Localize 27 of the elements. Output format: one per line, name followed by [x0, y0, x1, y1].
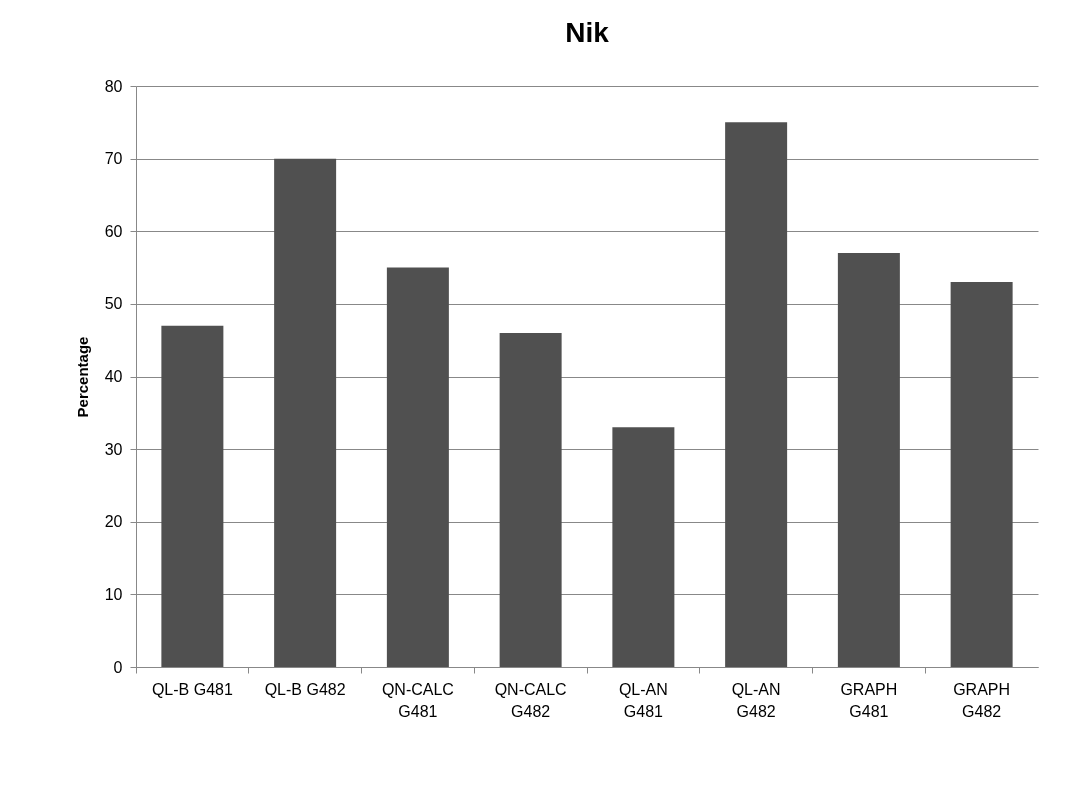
y-tick-label: 0	[113, 658, 123, 676]
x-tick-label: QL-AN G482	[731, 680, 781, 720]
bar	[612, 427, 675, 667]
y-tick-label: 80	[104, 77, 123, 95]
y-tick-label: 20	[104, 513, 123, 531]
x-tick-label: QN-CALC G481	[381, 680, 454, 720]
bar	[499, 332, 562, 667]
x-tick-label: QN-CALC G482	[494, 680, 567, 720]
bar	[386, 267, 449, 667]
bar	[161, 325, 224, 667]
bar	[950, 282, 1013, 667]
y-tick-label: 30	[104, 440, 123, 458]
y-tick-label: 10	[104, 585, 123, 603]
bar	[274, 158, 337, 667]
bar	[725, 122, 788, 667]
y-tick-label: 70	[104, 150, 123, 168]
y-axis-title: Percentage	[73, 336, 91, 418]
y-tick-label: 40	[104, 368, 123, 385]
x-tick-label: GRAPH G482	[953, 680, 1011, 720]
chart-title: Nik	[565, 17, 610, 48]
y-tick-label: 50	[104, 295, 123, 313]
y-tick-label: 60	[104, 222, 123, 240]
x-tick-label: GRAPH G481	[840, 680, 898, 720]
x-tick-label: QL-B G481	[151, 680, 233, 698]
x-tick-label: QL-B G482	[264, 680, 346, 698]
x-tick-label: QL-AN G481	[618, 680, 668, 720]
bar	[837, 253, 900, 667]
